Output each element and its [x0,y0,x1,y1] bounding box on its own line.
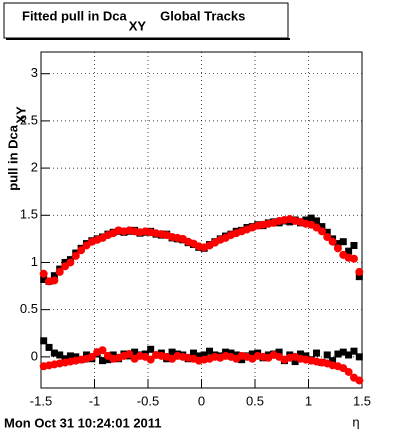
marker [168,348,176,356]
marker [131,348,139,356]
marker [355,376,364,385]
marker [323,351,331,359]
marker [125,350,134,359]
marker [329,357,337,365]
marker [339,238,347,246]
marker [146,355,155,364]
x-tick-label: 0.5 [246,393,264,408]
y-tick-label: 2 [31,160,38,175]
chart-title-subscript: XY [129,18,147,33]
marker [350,241,358,249]
marker [99,357,107,365]
marker [323,228,331,236]
marker [318,223,326,231]
marker [195,352,203,360]
marker [56,351,64,359]
marker [87,352,96,361]
x-tick-label: -1 [89,393,101,408]
marker [189,349,197,357]
marker [350,347,358,355]
marker [50,276,59,285]
chart-title: Fitted pull in Dca [22,8,127,23]
marker [40,337,48,345]
marker [339,348,347,356]
y-label: pull in Dca [5,124,20,191]
marker [50,349,58,357]
marker [355,353,363,361]
x-tick-label: 1 [305,393,312,408]
y-tick-label: 0.5 [20,301,38,316]
marker [328,237,337,246]
marker [66,258,75,267]
marker [333,244,342,253]
marker [296,350,304,358]
y-tick-label: 1 [31,254,38,269]
footer: Mon Oct 31 10:24:01 2011 [4,415,162,430]
marker [50,272,58,280]
x-tick-label: 0 [198,393,205,408]
x-label: η [352,414,359,429]
marker [313,217,321,225]
y-label-subscript: XY [13,106,28,124]
marker [66,352,74,360]
marker [77,246,86,255]
marker [344,367,353,376]
y-tick-label: 0 [31,348,38,363]
marker [345,351,353,359]
marker [345,247,353,255]
marker [334,350,342,358]
marker [323,232,332,241]
marker [45,343,53,351]
marker [313,349,321,357]
marker [71,251,80,260]
marker [98,346,107,355]
marker [206,347,214,355]
marker [307,214,315,222]
marker [55,267,64,276]
y-tick-label: 1.5 [20,207,38,222]
title-shadow [6,38,290,40]
x-tick-label: 1.5 [353,393,371,408]
marker [355,273,363,281]
x-tick-label: -0.5 [137,393,159,408]
marker [200,351,208,359]
marker [317,227,326,236]
marker [275,348,283,356]
chart-title-suffix: Global Tracks [160,8,245,23]
title-box [3,2,289,39]
marker [40,275,48,283]
marker [291,358,299,366]
y-tick-label: 2.5 [20,112,38,127]
marker [334,240,342,248]
y-label-group: pull in Dca XY [5,106,28,191]
marker [248,350,256,358]
marker [39,269,48,278]
x-tick-label: -1.5 [30,393,52,408]
marker [147,345,155,353]
marker [355,267,364,276]
marker [349,254,358,263]
y-tick-label: 3 [31,65,38,80]
